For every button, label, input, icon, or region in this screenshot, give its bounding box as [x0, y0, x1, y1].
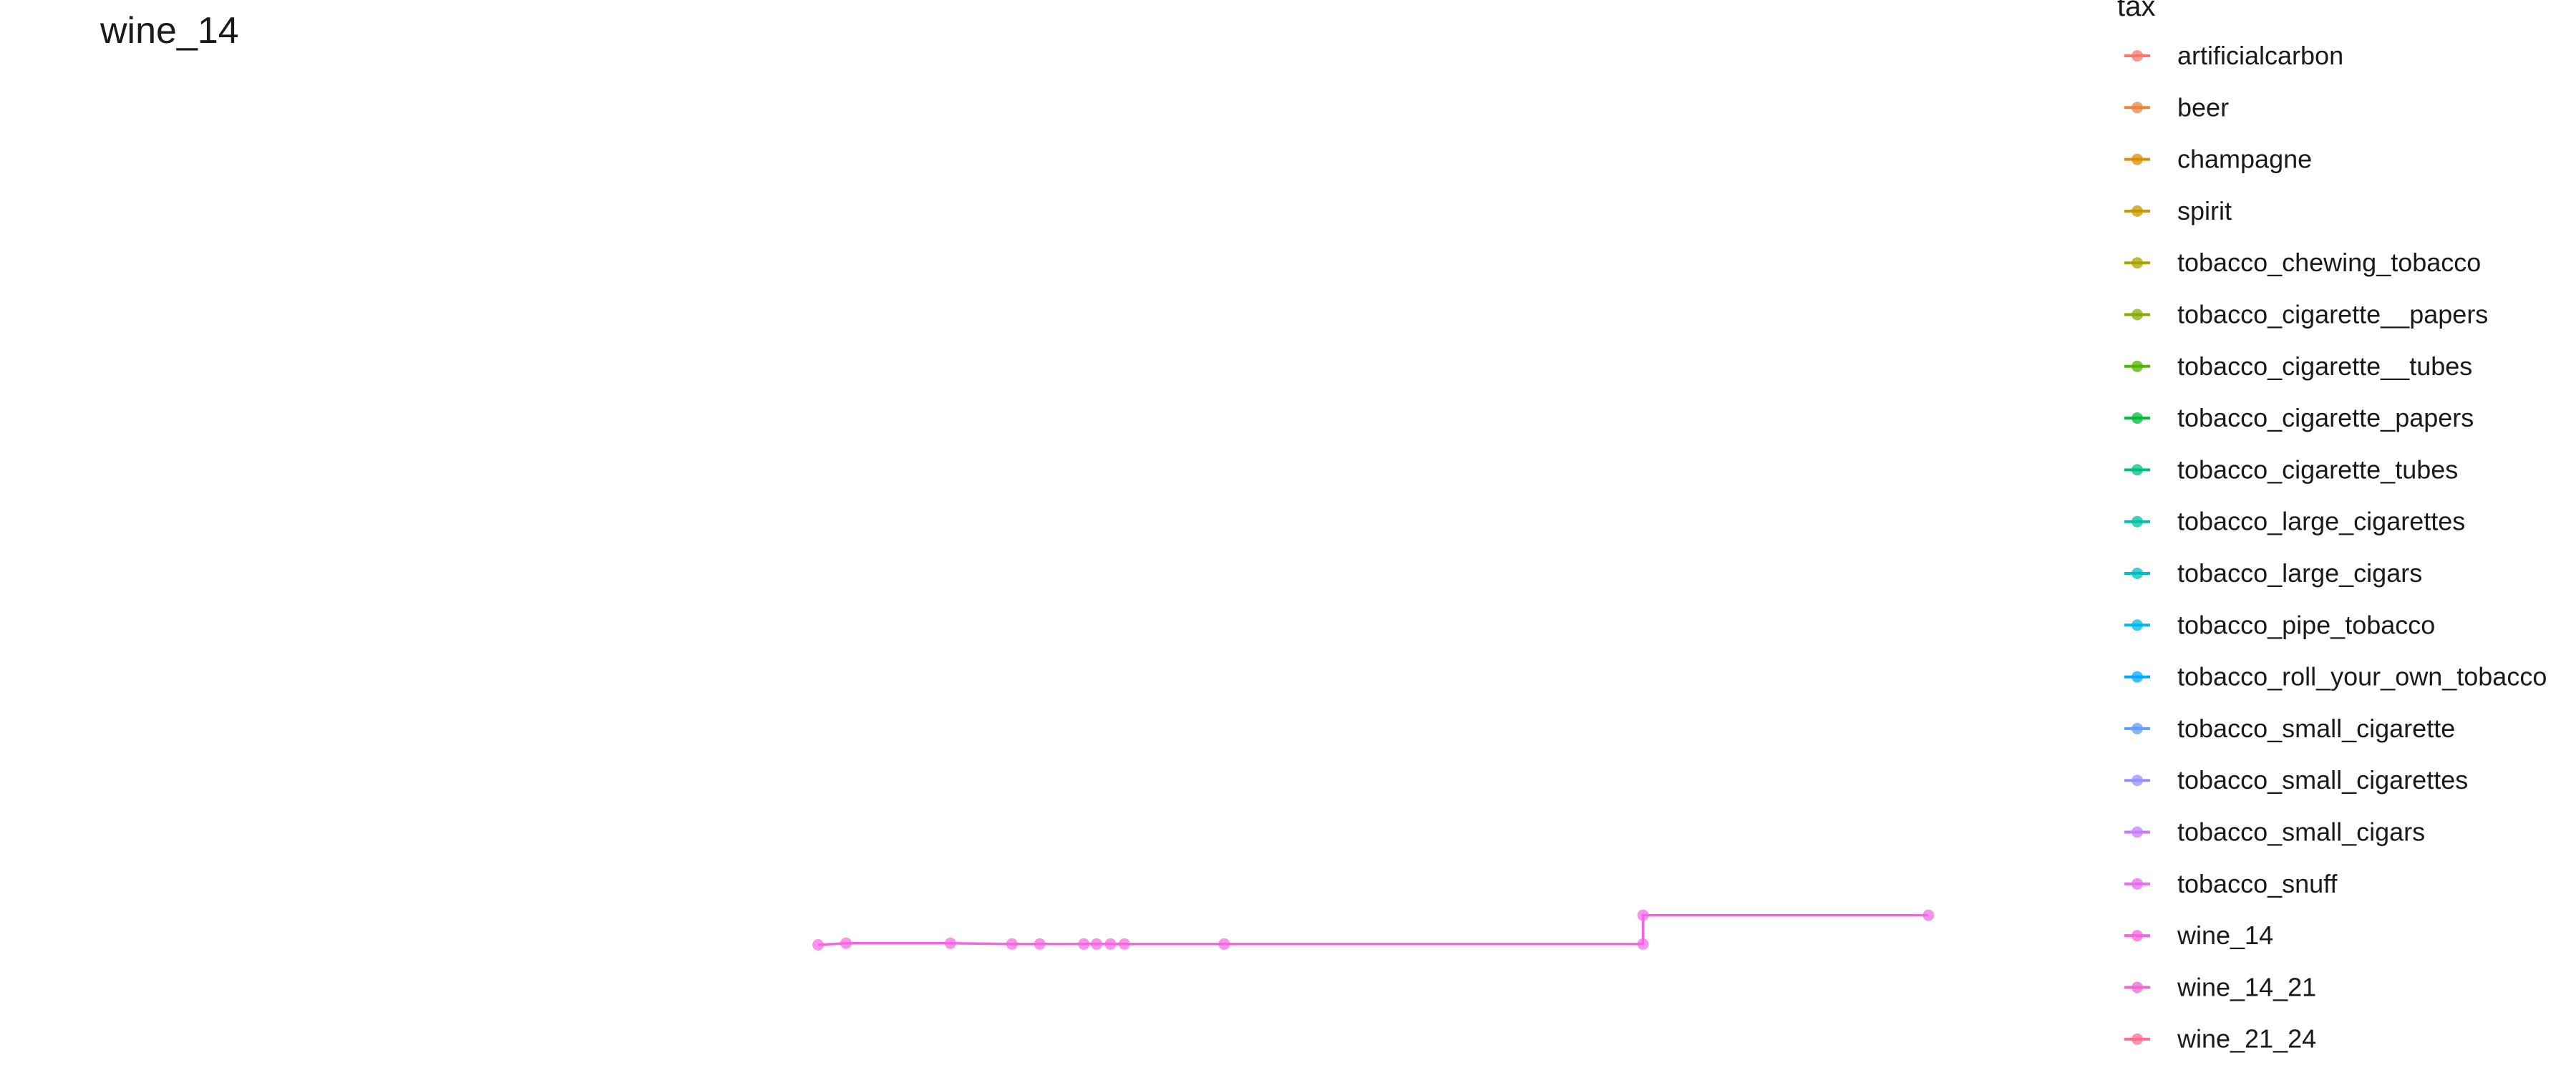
data-point — [1034, 938, 1046, 950]
data-point — [1637, 938, 1649, 950]
legend-key-point — [2132, 50, 2143, 62]
legend-label: artificialcarbon — [2177, 41, 2343, 70]
legend-label: wine_14_21 — [2177, 972, 2316, 1001]
legend-key-point — [2132, 619, 2143, 631]
facet-title: wine_14 — [99, 10, 239, 52]
legend-key-point — [2132, 878, 2143, 890]
legend-label: wine_14 — [2177, 921, 2273, 950]
legend-label: tobacco_pipe_tobacco — [2177, 610, 2435, 639]
data-point — [1637, 909, 1649, 921]
data-point — [1923, 909, 1935, 921]
legend-label: tobacco_cigarette__tubes — [2177, 351, 2472, 381]
legend-key-point — [2132, 412, 2143, 424]
legend-label: tobacco_roll_your_own_tobacco — [2177, 662, 2547, 691]
legend-item: wine_21_24 — [2124, 1024, 2316, 1054]
legend-key-point — [2132, 722, 2143, 734]
legend-label: spirit — [2177, 196, 2232, 225]
legend-item: artificialcarbon — [2124, 41, 2343, 70]
legend-item: tobacco_small_cigars — [2124, 817, 2425, 847]
legend-key-point — [2132, 257, 2143, 269]
data-point — [1104, 938, 1117, 950]
legend-item: tobacco_roll_your_own_tobacco — [2124, 662, 2547, 691]
legend-item: tobacco_large_cigarettes — [2124, 507, 2465, 536]
legend-label: beer — [2177, 92, 2229, 122]
legend-label: tobacco_small_cigarette — [2177, 714, 2455, 743]
legend-item: tobacco_small_cigarettes — [2124, 765, 2468, 795]
legend-items: artificialcarbon beer champagne spirit tobac… — [2124, 41, 2547, 1054]
series-line-wine_14 — [817, 913, 1929, 946]
legend-label: tobacco_large_cigarettes — [2177, 507, 2465, 536]
legend-label: tobacco_snuff — [2177, 869, 2338, 898]
legend: tax artificialcarbon beer champagne spirit t… — [2117, 0, 2547, 1054]
legend-key-point — [2132, 1033, 2143, 1045]
data-point — [1006, 938, 1018, 950]
legend-key-point — [2132, 981, 2143, 994]
legend-label: tobacco_large_cigars — [2177, 558, 2422, 588]
legend-key-point — [2132, 360, 2143, 372]
legend-item: tobacco_small_cigarette — [2124, 714, 2455, 743]
legend-key-point — [2132, 309, 2143, 321]
legend-label: tobacco_small_cigars — [2177, 817, 2425, 847]
legend-label: tobacco_cigarette_tubes — [2177, 455, 2458, 484]
legend-item: spirit — [2124, 196, 2232, 225]
legend-item: tobacco_pipe_tobacco — [2124, 610, 2435, 639]
legend-key-point — [2132, 671, 2143, 683]
legend-item: beer — [2124, 92, 2229, 122]
data-point — [1218, 938, 1230, 950]
legend-key-point — [2132, 930, 2143, 942]
legend-item: tobacco_cigarette_papers — [2124, 403, 2474, 432]
legend-key-point — [2132, 775, 2143, 787]
data-point — [840, 937, 852, 949]
legend-item: champagne — [2124, 145, 2312, 174]
data-point — [812, 939, 824, 951]
legend-key-point — [2132, 826, 2143, 838]
legend-label: tobacco_small_cigarettes — [2177, 765, 2468, 795]
plot-area — [812, 909, 1935, 951]
legend-label: wine_21_24 — [2177, 1024, 2316, 1054]
legend-key-point — [2132, 102, 2143, 114]
data-point — [1078, 938, 1090, 950]
legend-item: tobacco_large_cigars — [2124, 558, 2422, 588]
legend-item: tobacco_snuff — [2124, 869, 2338, 898]
legend-label: tobacco_chewing_tobacco — [2177, 248, 2481, 277]
legend-key-point — [2132, 464, 2143, 476]
data-point — [1091, 938, 1102, 950]
legend-label: tobacco_cigarette_papers — [2177, 403, 2474, 432]
legend-key-point — [2132, 515, 2143, 528]
legend-item: tobacco_chewing_tobacco — [2124, 248, 2481, 277]
legend-item: tobacco_cigarette_tubes — [2124, 455, 2458, 484]
data-point — [944, 937, 956, 949]
legend-key-point — [2132, 205, 2143, 217]
legend-item: wine_14 — [2124, 921, 2273, 950]
legend-label: tobacco_cigarette__papers — [2177, 300, 2488, 329]
legend-key-point — [2132, 568, 2143, 579]
legend-key-point — [2132, 153, 2143, 165]
data-point — [1118, 938, 1130, 950]
legend-item: tobacco_cigarette__tubes — [2124, 351, 2472, 381]
legend-item: tobacco_cigarette__papers — [2124, 300, 2488, 329]
legend-label: champagne — [2177, 145, 2312, 174]
legend-title: tax — [2117, 0, 2155, 22]
legend-item: wine_14_21 — [2124, 972, 2316, 1001]
